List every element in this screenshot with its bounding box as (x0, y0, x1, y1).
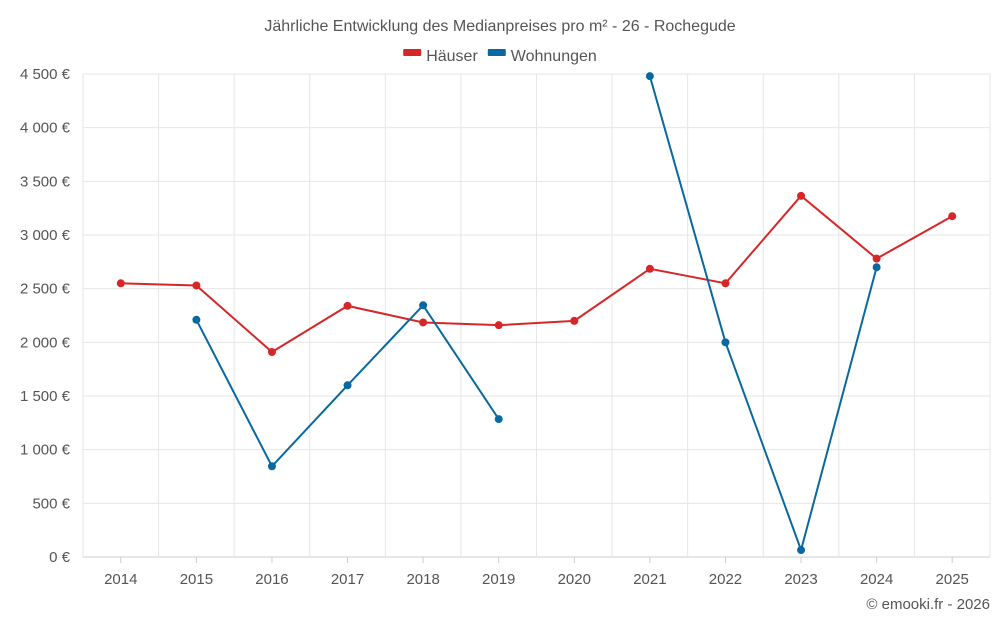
data-point-h-user[interactable] (872, 254, 881, 263)
x-tick-label: 2015 (180, 571, 213, 588)
data-point-h-user[interactable] (116, 279, 125, 288)
data-point-wohnungen[interactable] (419, 301, 428, 310)
legend-item-h-user[interactable]: Häuser (403, 48, 478, 65)
y-tick-label: 1 500 € (20, 388, 71, 405)
legend-label: Wohnungen (511, 48, 597, 65)
y-tick-label: 4 500 € (20, 66, 71, 83)
y-tick-label: 4 000 € (20, 120, 71, 137)
y-axis-ticks: 0 € 500 € 1 000 € 1 500 € 2 000 € 2 500 € 3 00… (20, 66, 71, 566)
legend: Häuser Wohnungen (403, 48, 597, 65)
x-tick-label: 2023 (784, 571, 817, 588)
data-point-wohnungen[interactable] (494, 415, 503, 424)
x-tick-label: 2016 (255, 571, 288, 588)
legend-label: Häuser (426, 48, 478, 65)
data-point-wohnungen[interactable] (645, 72, 654, 81)
y-tick-label: 3 500 € (20, 173, 71, 190)
y-tick-label: 3 000 € (20, 227, 71, 244)
x-tick-label: 2025 (936, 571, 969, 588)
x-tick-label: 2024 (860, 571, 893, 588)
y-tick-label: 2 000 € (20, 334, 71, 351)
y-tick-label: 500 € (32, 495, 70, 512)
data-point-wohnungen[interactable] (872, 263, 881, 272)
series-line-h-user (120, 194, 953, 354)
data-point-h-user[interactable] (267, 347, 276, 356)
data-point-wohnungen[interactable] (797, 546, 806, 555)
chart-title: Jährliche Entwicklung des Medianpreises … (264, 18, 735, 35)
x-axis-ticks: 2014 2015 2016 2017 2018 2019 2020 2021 2022 2023… (104, 557, 969, 588)
series-h-user (116, 191, 957, 356)
x-tick-label: 2017 (331, 571, 364, 588)
x-tick-label: 2019 (482, 571, 515, 588)
x-tick-label: 2018 (406, 571, 439, 588)
gridlines (82, 73, 991, 558)
y-tick-label: 0 € (49, 549, 71, 566)
x-tick-label: 2021 (633, 571, 666, 588)
data-point-wohnungen[interactable] (192, 315, 201, 324)
legend-swatch (487, 49, 506, 56)
x-tick-label: 2014 (104, 571, 137, 588)
x-tick-label: 2020 (558, 571, 591, 588)
data-point-h-user[interactable] (721, 279, 730, 288)
legend-swatch (403, 49, 422, 56)
series-wohnungen (192, 72, 881, 555)
data-point-wohnungen[interactable] (267, 462, 276, 471)
series-group (116, 72, 957, 555)
data-point-h-user[interactable] (797, 191, 806, 200)
data-point-h-user[interactable] (948, 212, 957, 221)
data-point-h-user[interactable] (645, 264, 654, 273)
y-tick-label: 1 000 € (20, 442, 71, 459)
credit-label: © emooki.fr - 2026 (866, 596, 990, 613)
x-tick-label: 2022 (709, 571, 742, 588)
y-tick-label: 2 500 € (20, 281, 71, 298)
data-point-h-user[interactable] (570, 316, 579, 325)
data-point-h-user[interactable] (343, 301, 352, 310)
data-point-h-user[interactable] (419, 318, 428, 327)
data-point-h-user[interactable] (494, 321, 503, 330)
data-point-wohnungen[interactable] (721, 338, 730, 347)
data-point-h-user[interactable] (192, 281, 201, 290)
series-line-wohnungen (648, 75, 878, 554)
data-point-wohnungen[interactable] (343, 381, 352, 390)
legend-item-wohnungen[interactable]: Wohnungen (487, 48, 597, 65)
